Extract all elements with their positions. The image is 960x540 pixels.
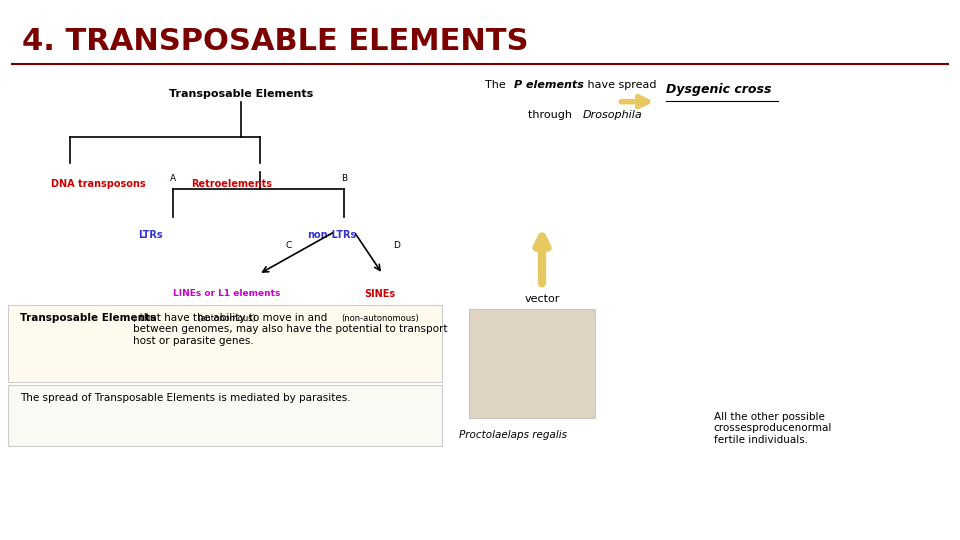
FancyBboxPatch shape <box>8 305 442 382</box>
Text: SINEs: SINEs <box>364 289 396 299</box>
Text: A: A <box>170 174 176 184</box>
Text: (autonomous): (autonomous) <box>198 314 256 323</box>
Text: Dysgenic cross: Dysgenic cross <box>666 83 772 96</box>
Text: LTRs: LTRs <box>138 230 163 240</box>
Text: Retroelements: Retroelements <box>191 179 273 189</box>
FancyBboxPatch shape <box>8 385 442 447</box>
FancyBboxPatch shape <box>468 309 594 418</box>
Text: Proctolaelaps regalis: Proctolaelaps regalis <box>460 430 567 440</box>
Text: non-LTRs: non-LTRs <box>307 230 357 240</box>
Text: 4. TRANSPOSABLE ELEMENTS: 4. TRANSPOSABLE ELEMENTS <box>22 27 528 56</box>
Text: Drosophila: Drosophila <box>583 110 643 120</box>
Text: LINEs or L1 elements: LINEs or L1 elements <box>174 289 280 298</box>
Text: Transposable Elements: Transposable Elements <box>20 313 156 323</box>
Text: P elements: P elements <box>515 80 585 90</box>
Text: The spread of Transposable Elements is mediated by parasites.: The spread of Transposable Elements is m… <box>20 393 350 403</box>
Text: C: C <box>286 241 292 249</box>
Text: vector: vector <box>524 294 560 304</box>
Text: (non-autonomous): (non-autonomous) <box>341 314 419 323</box>
Text: D: D <box>394 241 400 249</box>
Text: have spread: have spread <box>584 80 657 90</box>
Text: , that have the ability to move in and
between genomes, may also have the potent: , that have the ability to move in and b… <box>132 313 447 346</box>
Text: Transposable Elements: Transposable Elements <box>169 89 314 99</box>
Text: DNA transposons: DNA transposons <box>51 179 145 189</box>
Text: The: The <box>485 80 509 90</box>
Text: through: through <box>528 110 575 120</box>
Text: All the other possible
crossesproducenormal
fertile individuals.: All the other possible crossesproducenor… <box>714 411 832 445</box>
Text: B: B <box>342 174 348 184</box>
